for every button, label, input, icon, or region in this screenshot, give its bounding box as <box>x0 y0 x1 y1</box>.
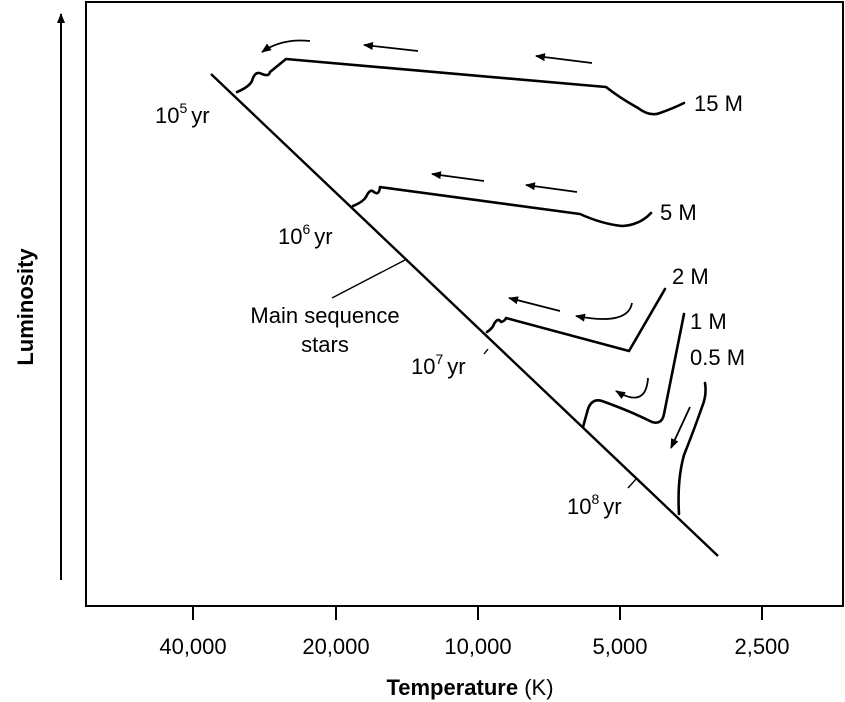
direction-arrow <box>615 377 649 400</box>
timescale-exponent: 7 <box>435 351 443 367</box>
timescale-unit: yr <box>314 224 332 249</box>
track-0-5-msun <box>677 381 707 516</box>
x-tick-label: 2,500 <box>734 634 789 659</box>
x-tick-label: 40,000 <box>159 634 226 659</box>
series-label-2m: 2 M <box>672 264 709 289</box>
direction-arrow <box>261 39 311 53</box>
direction-arrow <box>670 406 691 449</box>
track-1-msun <box>581 312 686 429</box>
timescale-unit: yr <box>447 354 465 379</box>
x-axis-label-bold: Temperature <box>386 675 518 700</box>
direction-arrow <box>508 296 561 312</box>
timescale-base: 10 <box>567 494 591 519</box>
series-label-15m: 15 M <box>694 91 743 116</box>
x-axis-label-unit: (K) <box>524 675 553 700</box>
track-5-msun <box>351 185 653 228</box>
series-label-1m: 1 M <box>690 309 727 334</box>
main-sequence-label-line1: Main sequence <box>250 303 399 328</box>
timescale-label-1e5: 105 yr <box>155 100 210 128</box>
timescale-label-1e7: 107 yr <box>411 348 489 379</box>
main-sequence-label-line2: stars <box>301 332 349 357</box>
track-15-msun <box>235 57 686 116</box>
track-2-msun <box>485 287 667 353</box>
timescale-leader <box>483 348 489 355</box>
timescale-base: 10 <box>278 224 302 249</box>
timescale-leader <box>627 477 638 489</box>
timescale-label-1e6: 106 yr <box>278 221 333 249</box>
direction-arrow <box>431 171 485 182</box>
x-tick-label: 5,000 <box>592 634 647 659</box>
timescale-unit: yr <box>603 494 621 519</box>
series-label-5m: 5 M <box>660 200 697 225</box>
timescale-base: 10 <box>411 354 435 379</box>
plot-frame <box>85 1 844 607</box>
evolution-arrows <box>261 39 691 449</box>
timescale-unit: yr <box>191 103 209 128</box>
timescale-exponent: 6 <box>302 221 310 237</box>
main-sequence-leader <box>331 259 406 299</box>
x-axis-label: Temperature (K) <box>386 675 553 700</box>
timescale-base: 10 <box>155 103 179 128</box>
x-axis-ticks: 40,000 20,000 10,000 5,000 2,500 <box>159 606 790 659</box>
series-label-0-5m: 0.5 M <box>690 345 745 370</box>
direction-arrow <box>363 42 419 52</box>
direction-arrow <box>535 53 593 64</box>
timescale-exponent: 8 <box>591 491 599 507</box>
main-sequence-line <box>210 73 719 557</box>
y-axis-label: Luminosity <box>13 248 38 366</box>
direction-arrow <box>575 302 633 322</box>
x-tick-label: 10,000 <box>444 634 511 659</box>
timescale-exponent: 5 <box>179 100 187 116</box>
direction-arrow <box>525 182 578 193</box>
timescale-label-1e8: 108 yr <box>567 477 638 519</box>
x-tick-label: 20,000 <box>302 634 369 659</box>
